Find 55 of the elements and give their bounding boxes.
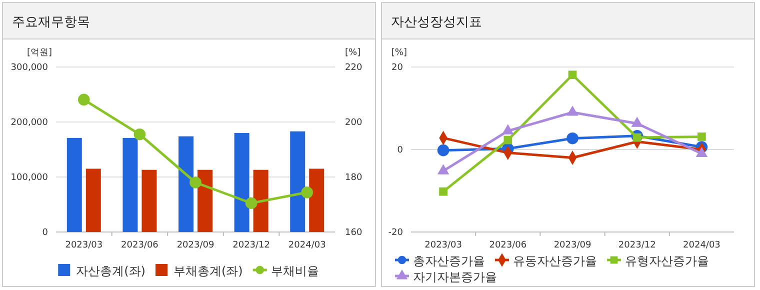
point [568, 70, 577, 80]
point [439, 187, 448, 196]
legend-label: 자기자본증가율 [413, 270, 497, 284]
y2-tick-label: 160 [345, 228, 362, 238]
y-tick-label: 200,000 [10, 118, 48, 128]
y-tick-label: -20 [388, 228, 404, 238]
bar [122, 138, 138, 232]
bar [142, 170, 157, 232]
x-tick-label: 2023/06 [121, 240, 159, 250]
point [632, 133, 642, 142]
x-tick-label: 2023/09 [554, 240, 592, 250]
x-tick-label: 2023/12 [232, 240, 270, 250]
x-tick-label: 2023/03 [424, 240, 462, 250]
x-tick-label: 2024/03 [288, 240, 326, 250]
point [504, 136, 512, 144]
legend-label: 유동자산증가율 [513, 254, 597, 268]
y-tick-label: 300,000 [10, 62, 48, 73]
point [698, 132, 706, 141]
y-tick-label: 100,000 [10, 172, 48, 183]
bar [86, 168, 101, 232]
x-tick-label: 2023/06 [489, 240, 527, 250]
y2-tick-label: 200 [345, 118, 362, 128]
y-tick-label: 0 [42, 228, 48, 238]
bar [66, 138, 82, 232]
point [190, 176, 202, 188]
chart-title: 주요재무항목 [12, 15, 90, 30]
point [301, 186, 314, 198]
legend-label: 총자산증가율 [413, 254, 485, 268]
bar [290, 131, 306, 232]
y-axis-title: [%] [391, 48, 407, 58]
point [566, 132, 578, 144]
x-tick-label: 2023/03 [65, 240, 103, 250]
legend-label: 부채총계(좌) [174, 264, 243, 278]
y2-tick-label: 180 [345, 172, 362, 183]
x-tick-label: 2023/09 [176, 240, 214, 250]
bar [253, 170, 268, 232]
x-tick-label: 2024/03 [683, 240, 720, 250]
y2-axis-title: [%] [345, 48, 361, 58]
legend-label: 자산총계(좌) [76, 264, 146, 278]
point [437, 144, 450, 156]
y2-tick-label: 220 [345, 62, 362, 73]
point [134, 128, 146, 140]
x-tick-label: 2023/12 [618, 240, 656, 250]
bar [178, 136, 194, 232]
point [78, 94, 90, 106]
y-tick-label: 0 [397, 145, 404, 156]
legend-label: 유형자산증가율 [625, 254, 709, 268]
bar [198, 170, 212, 232]
point [245, 197, 258, 210]
legend-label: 부채비율 [270, 264, 319, 278]
chart-title: 자산성장성지표 [391, 15, 482, 30]
y-axis-title: [억원] [26, 48, 52, 58]
y-tick-label: 20 [392, 62, 404, 73]
bar [309, 168, 324, 232]
bar [234, 133, 250, 232]
